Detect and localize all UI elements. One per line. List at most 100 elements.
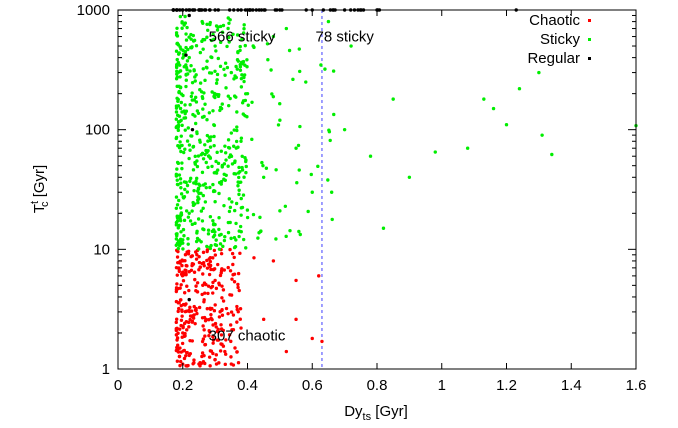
data-point [178,85,183,89]
data-point [237,188,241,192]
data-point [217,315,222,319]
data-point [175,338,179,342]
data-point [198,140,202,144]
data-point [306,209,310,214]
data-point [288,228,292,233]
data-point [235,125,239,129]
data-point [205,22,209,26]
data-point [236,361,241,365]
data-point [310,190,314,194]
data-point [187,309,192,314]
data-point [237,175,241,180]
data-point [245,215,250,220]
data-point [278,101,282,106]
data-point [191,144,196,149]
data-point [210,90,214,94]
data-point [217,283,222,287]
data-point [184,45,188,50]
data-point [194,43,199,48]
data-point [234,139,239,144]
data-point [185,59,190,63]
data-point [278,209,282,213]
data-point [174,317,179,321]
data-point [219,333,224,337]
data-point [197,247,201,251]
data-point [176,104,181,108]
data-point [238,48,242,53]
data-point [208,364,212,368]
data-point [190,209,194,213]
data-point [227,103,231,108]
data-point [181,93,185,98]
data-point [244,158,248,162]
data-point [185,190,190,194]
data-point [244,170,248,175]
data-point [246,103,250,107]
data-point [209,267,213,272]
data-point [240,101,245,105]
data-point [175,84,179,89]
data-point [250,100,254,104]
data-point [226,16,230,20]
data-point [220,30,225,34]
annotation-label: 307 chaotic [209,328,286,345]
data-point [239,136,244,140]
data-point [239,60,244,65]
data-point [179,134,183,138]
data-point [184,65,189,70]
data-point [205,35,209,39]
data-point [179,350,183,354]
data-point [223,362,227,367]
data-point [221,244,225,249]
data-point [198,81,203,85]
data-point [182,150,186,155]
data-point [224,306,229,311]
data-point [189,94,194,99]
data-point [193,202,197,206]
data-point [229,154,234,159]
data-point [177,243,182,248]
data-point [215,72,220,77]
data-point [179,181,183,185]
data-point [218,105,223,110]
data-point [178,359,183,364]
data-point [193,221,197,226]
data-point [216,327,220,332]
data-point [201,272,205,276]
data-point [195,189,200,193]
data-point [175,71,179,75]
data-point [206,232,211,236]
data-point [184,271,188,276]
data-point [222,177,226,181]
data-point [180,110,184,114]
data-point [205,266,210,270]
data-point [215,28,220,32]
data-point [192,358,196,362]
data-point [182,291,187,295]
data-point [216,262,220,267]
data-point [175,273,179,277]
data-point [184,63,188,67]
data-point [178,298,183,302]
data-point [186,126,190,130]
data-point [201,107,205,111]
data-point [226,26,230,31]
data-point [276,123,281,127]
data-point [175,34,180,38]
data-point [187,288,191,293]
annotation-label: 78 sticky [315,29,374,46]
data-point [213,95,217,100]
data-point [258,215,262,220]
data-point [201,261,206,265]
x-tick-label: 1.2 [496,377,517,394]
data-point [174,49,179,53]
data-point [209,38,214,43]
data-point [185,72,190,76]
data-point [213,44,217,48]
data-point [236,180,240,184]
data-point [194,257,199,261]
data-point [342,127,347,132]
data-point [215,78,219,82]
data-point [209,316,213,320]
data-point [291,77,295,82]
